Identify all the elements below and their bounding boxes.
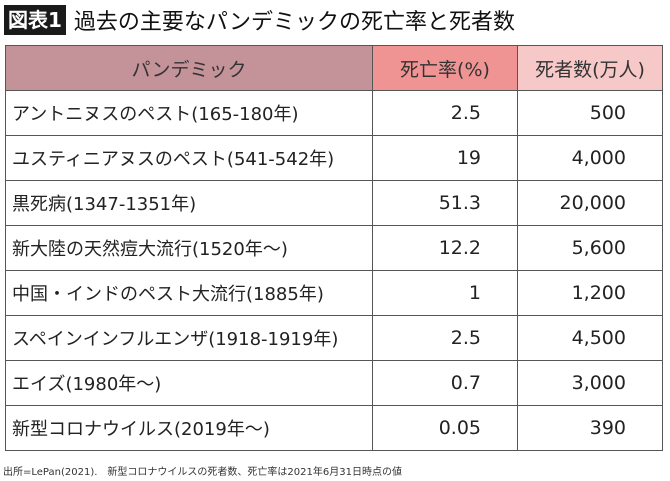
deaths: 5,600	[517, 225, 663, 271]
table-row: スペインインフルエンザ(1918-1919年) 2.5 4,500	[5, 315, 663, 361]
table-row: アントニヌスのペスト(165-180年) 2.5 500	[5, 90, 663, 136]
pandemic-name: スペインインフルエンザ(1918-1919年)	[5, 315, 373, 361]
pandemic-name: アントニヌスのペスト(165-180年)	[5, 90, 373, 136]
deaths: 500	[517, 90, 663, 136]
figure-badge: 図表1	[4, 5, 66, 35]
mortality-rate: 1	[372, 270, 518, 316]
header-deaths: 死者数(万人)	[517, 45, 663, 91]
table-row: 黒死病(1347-1351年) 51.3 20,000	[5, 180, 663, 226]
deaths: 20,000	[517, 180, 663, 226]
mortality-rate: 2.5	[372, 90, 518, 136]
mortality-rate: 0.7	[372, 360, 518, 406]
header-pandemic: パンデミック	[5, 45, 373, 91]
pandemic-name: 黒死病(1347-1351年)	[5, 180, 373, 226]
footnote: 出所=LePan(2021). 新型コロナウイルスの死者数、死亡率は2021年6…	[3, 467, 402, 478]
table-row: 中国・インドのペスト大流行(1885年) 1 1,200	[5, 270, 663, 316]
pandemic-name: 新型コロナウイルス(2019年～)	[5, 405, 373, 451]
title-text: 過去の主要なパンデミックの死亡率と死者数	[73, 10, 516, 35]
pandemic-table: パンデミック 死亡率(%) 死者数(万人) アントニヌスのペスト(165-180…	[5, 45, 663, 451]
table-row: 新型コロナウイルス(2019年～) 0.05 390	[5, 405, 663, 451]
mortality-rate: 0.05	[372, 405, 518, 451]
pandemic-name: エイズ(1980年～)	[5, 360, 373, 406]
deaths: 390	[517, 405, 663, 451]
mortality-rate: 2.5	[372, 315, 518, 361]
figure-title: 図表1 過去の主要なパンデミックの死亡率と死者数	[4, 5, 515, 35]
header-mortality-rate: 死亡率(%)	[372, 45, 518, 91]
table-row: ユスティニアヌスのペスト(541-542年) 19 4,000	[5, 135, 663, 181]
pandemic-name: 中国・インドのペスト大流行(1885年)	[5, 270, 373, 316]
mortality-rate: 51.3	[372, 180, 518, 226]
deaths: 1,200	[517, 270, 663, 316]
deaths: 4,500	[517, 315, 663, 361]
mortality-rate: 19	[372, 135, 518, 181]
table-row: エイズ(1980年～) 0.7 3,000	[5, 360, 663, 406]
pandemic-name: ユスティニアヌスのペスト(541-542年)	[5, 135, 373, 181]
header-row: パンデミック 死亡率(%) 死者数(万人)	[5, 45, 663, 91]
mortality-rate: 12.2	[372, 225, 518, 271]
table-row: 新大陸の天然痘大流行(1520年～) 12.2 5,600	[5, 225, 663, 271]
deaths: 4,000	[517, 135, 663, 181]
deaths: 3,000	[517, 360, 663, 406]
pandemic-name: 新大陸の天然痘大流行(1520年～)	[5, 225, 373, 271]
